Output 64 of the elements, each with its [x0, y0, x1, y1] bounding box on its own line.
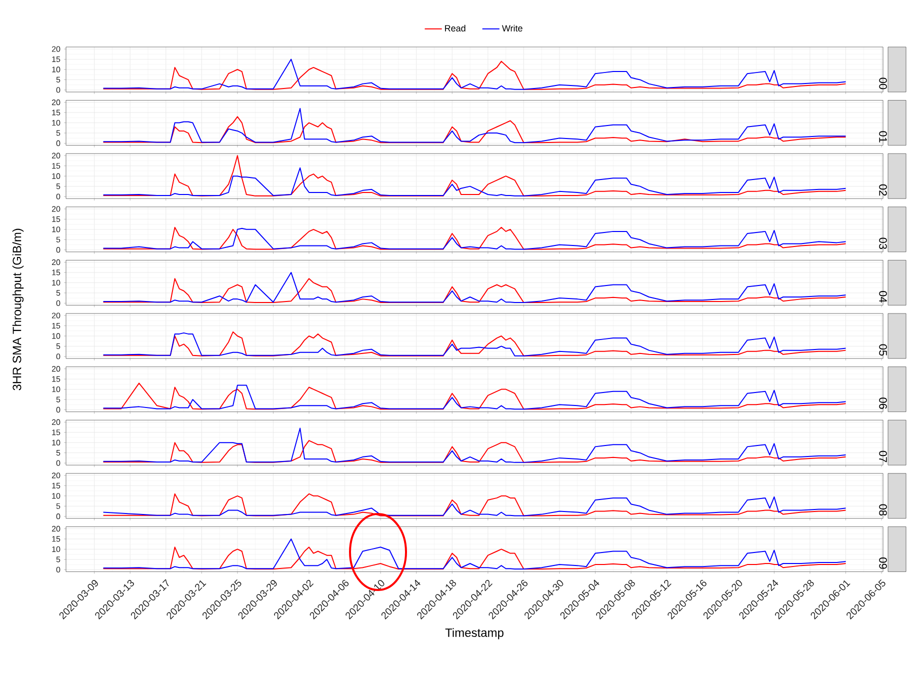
- y-tick-label: 0: [56, 406, 60, 413]
- y-tick-label: 20: [52, 312, 60, 318]
- x-axis-title: Timestamp: [445, 628, 504, 640]
- y-tick-label: 20: [52, 100, 60, 106]
- y-tick-label: 10: [52, 280, 60, 286]
- y-tick-label: 20: [52, 366, 60, 372]
- y-tick-label: 20: [52, 46, 60, 52]
- text: 04: [879, 291, 887, 302]
- y-tick-label: 0: [56, 140, 60, 146]
- y-tick-label: 10: [52, 333, 60, 339]
- y-tick-label: 15: [52, 322, 60, 329]
- y-tick-label: 5: [56, 290, 60, 296]
- y-tick-label: 10: [52, 386, 60, 392]
- y-tick-label: 15: [52, 536, 60, 542]
- y-tick-label: 20: [52, 526, 60, 532]
- y-tick-label: 15: [52, 482, 60, 488]
- y-tick-label: 15: [52, 110, 60, 116]
- y-tick-label: 10: [52, 66, 60, 72]
- y-tick-label: 15: [52, 430, 60, 436]
- y-tick-label: 0: [56, 566, 60, 572]
- y-tick-label: 0: [56, 87, 60, 93]
- y-tick-label: 5: [56, 396, 60, 402]
- y-tick-label: 10: [52, 440, 60, 446]
- y-tick-label: 15: [52, 216, 60, 222]
- y-tick-label: 0: [56, 460, 60, 466]
- y-tick-label: 15: [52, 376, 60, 382]
- text: 00: [879, 78, 887, 90]
- text: 07: [879, 450, 887, 462]
- y-tick-label: 20: [52, 472, 60, 478]
- text: 02: [879, 184, 887, 196]
- text: 03: [879, 238, 887, 250]
- text: 05: [879, 344, 887, 356]
- legend-label: Write: [502, 24, 522, 32]
- y-tick-label: 5: [56, 184, 60, 190]
- y-tick-label: 20: [52, 206, 60, 212]
- text: 08: [879, 504, 887, 516]
- y-tick-label: 15: [52, 163, 60, 169]
- y-tick-label: 5: [56, 76, 60, 83]
- y-tick-label: 20: [52, 259, 60, 266]
- y-tick-label: 10: [52, 173, 60, 179]
- y-tick-label: 5: [56, 556, 60, 562]
- y-tick-label: 5: [56, 450, 60, 456]
- y-tick-label: 0: [56, 514, 60, 520]
- legend-label: Read: [445, 24, 466, 32]
- y-tick-label: 5: [56, 130, 60, 136]
- y-tick-label: 0: [56, 194, 60, 200]
- y-tick-label: 20: [52, 152, 60, 158]
- y-tick-label: 10: [52, 120, 60, 126]
- y-tick-label: 20: [52, 419, 60, 425]
- y-tick-label: 5: [56, 236, 60, 242]
- y-tick-label: 0: [56, 300, 60, 306]
- text: 09: [879, 558, 887, 569]
- y-tick-label: 5: [56, 343, 60, 350]
- y-tick-label: 15: [52, 270, 60, 276]
- text: 06: [879, 398, 887, 409]
- y-tick-label: 10: [52, 493, 60, 499]
- y-axis-title: 3HR SMA Throughput (GiB/m): [12, 228, 24, 390]
- y-tick-label: 10: [52, 546, 60, 552]
- y-tick-label: 5: [56, 503, 60, 509]
- y-tick-label: 0: [56, 354, 60, 360]
- y-tick-label: 15: [52, 56, 60, 62]
- text: 01: [879, 131, 887, 142]
- y-tick-label: 0: [56, 247, 60, 253]
- y-tick-label: 10: [52, 226, 60, 232]
